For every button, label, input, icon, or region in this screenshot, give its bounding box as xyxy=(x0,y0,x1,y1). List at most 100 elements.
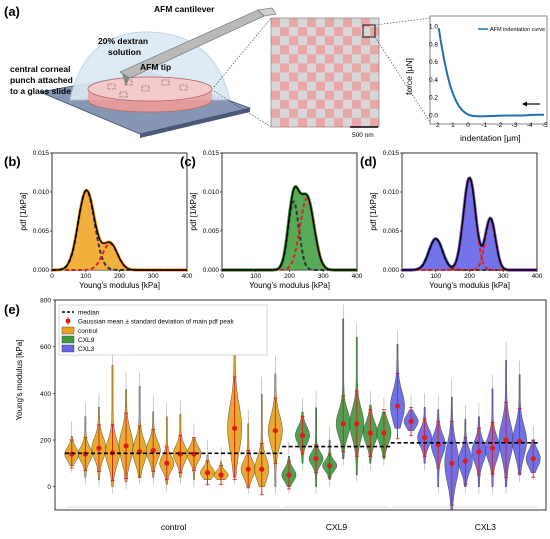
y-axis-label: force [µN] xyxy=(404,58,414,95)
grid-cell xyxy=(271,54,281,64)
grid-cell xyxy=(352,108,362,119)
grid-cell xyxy=(280,63,290,73)
y-tick-label: 0.015 xyxy=(383,150,400,157)
grid-cell xyxy=(370,54,380,64)
grid-cell xyxy=(289,72,299,82)
grid-cell xyxy=(289,45,299,55)
x-axis-label: Young's modulus [kPa] xyxy=(249,281,330,290)
pdf-fill xyxy=(52,190,187,270)
x-axis-label: indentation [µm] xyxy=(460,133,521,143)
grid-cell xyxy=(343,117,353,128)
afm-tip xyxy=(122,74,130,86)
x-tick-label: -4 xyxy=(527,122,533,129)
arrow-head xyxy=(522,101,527,107)
grid-cell xyxy=(325,63,335,73)
x-tick-label: 200 xyxy=(284,273,295,280)
gaussian-mean-point xyxy=(204,470,211,476)
grid-cell xyxy=(325,27,335,37)
grid-cell xyxy=(352,18,362,28)
y-tick-label: 800 xyxy=(40,298,51,305)
grid-cell xyxy=(361,72,371,82)
legend-label: median xyxy=(78,310,100,317)
grid-cell xyxy=(271,81,281,91)
grid-cell xyxy=(352,27,362,37)
grid-cell xyxy=(271,90,281,100)
grid-cell xyxy=(280,54,290,64)
grid-cell xyxy=(280,90,290,100)
cantilever-label: AFM cantilever xyxy=(154,4,215,14)
gaussian-mean-point xyxy=(299,432,306,438)
grid-cell xyxy=(325,54,335,64)
grid-cell xyxy=(289,54,299,64)
grid-cell xyxy=(361,108,371,119)
grid-cell xyxy=(298,81,308,91)
x-tick-label: 400 xyxy=(182,273,193,280)
grid-cell xyxy=(271,117,281,128)
pdf-chart-cxl9: 0 100 200 300 400 0.000 0.005 0.010 0.015 Young's… xyxy=(189,150,363,290)
grid-cell xyxy=(316,27,326,37)
grid-cell xyxy=(325,90,335,100)
y-tick-label: 0.6 xyxy=(429,59,438,66)
y-axis-label: pdf [1/kPa] xyxy=(19,192,28,230)
gaussian-mean-point xyxy=(367,430,373,436)
grid-cell xyxy=(370,45,380,55)
gaussian-mean-point xyxy=(232,425,238,431)
grid-cell xyxy=(343,72,353,82)
grid-cell xyxy=(280,45,290,55)
grid-cell xyxy=(334,45,344,55)
indentation-chart: 2 1 0 -1 -2 -3 -4 -5 0.0 0.2 0.4 0.6 0.8 1.0 AFM inden… xyxy=(404,15,548,143)
y-tick-label: 1.0 xyxy=(429,23,438,30)
y-tick-label: 0.010 xyxy=(203,189,220,196)
gaussian-mean-point xyxy=(489,445,496,451)
grid-cell xyxy=(334,99,344,110)
panel-label-b: (b) xyxy=(4,154,21,169)
grid-cell xyxy=(352,72,362,82)
grid-cell xyxy=(298,54,308,64)
x-tick-label: 1 xyxy=(451,122,455,129)
gaussian-mean-point xyxy=(259,466,265,472)
gaussian-mean-point xyxy=(408,418,414,424)
grid-cell xyxy=(334,72,344,82)
afm-scan-grid xyxy=(271,18,380,128)
grid-cell xyxy=(298,45,308,55)
gaussian-mean-point xyxy=(327,463,333,469)
x-tick-label: -3 xyxy=(512,122,518,129)
pdf-total-curve xyxy=(222,185,357,271)
tip-label: AFM tip xyxy=(140,62,171,72)
y-tick-label: 0 xyxy=(47,484,51,491)
grid-cell xyxy=(361,45,371,55)
grid-cell xyxy=(370,99,380,110)
grid-cell xyxy=(298,99,308,110)
grid-cell xyxy=(370,108,380,119)
x-tick-label: 2 xyxy=(436,122,440,129)
gaussian-mean-point xyxy=(272,428,278,434)
grid-cell xyxy=(352,117,362,128)
grid-cell xyxy=(343,54,353,64)
grid-cell xyxy=(289,81,299,91)
grid-cell xyxy=(352,54,362,64)
dextran-line2: solution xyxy=(108,47,141,57)
grid-cell xyxy=(307,63,317,73)
group-label: CXL9 xyxy=(326,522,348,532)
grid-cell xyxy=(334,18,344,28)
grid-cell xyxy=(271,36,281,46)
grid-cell xyxy=(370,36,380,46)
panel-label-a: (a) xyxy=(4,4,20,19)
grid-cell xyxy=(289,36,299,46)
grid-cell xyxy=(316,54,326,64)
y-tick-label: 0.0 xyxy=(429,113,438,120)
grid-cell xyxy=(307,54,317,64)
x-tick-label: 400 xyxy=(532,273,543,280)
y-tick-label: 200 xyxy=(40,438,51,445)
grid-cell xyxy=(307,99,317,110)
grid-cell xyxy=(316,117,326,128)
x-tick-label: 200 xyxy=(114,273,125,280)
x-tick-label: 0 xyxy=(466,122,470,129)
grid-cell xyxy=(289,90,299,100)
panel-label-c: (c) xyxy=(180,154,196,169)
grid-cell xyxy=(325,72,335,82)
group-label: CXL3 xyxy=(475,522,497,532)
gaussian-mean-point xyxy=(394,403,401,409)
grid-cell xyxy=(352,99,362,110)
grid-cell xyxy=(307,81,317,91)
